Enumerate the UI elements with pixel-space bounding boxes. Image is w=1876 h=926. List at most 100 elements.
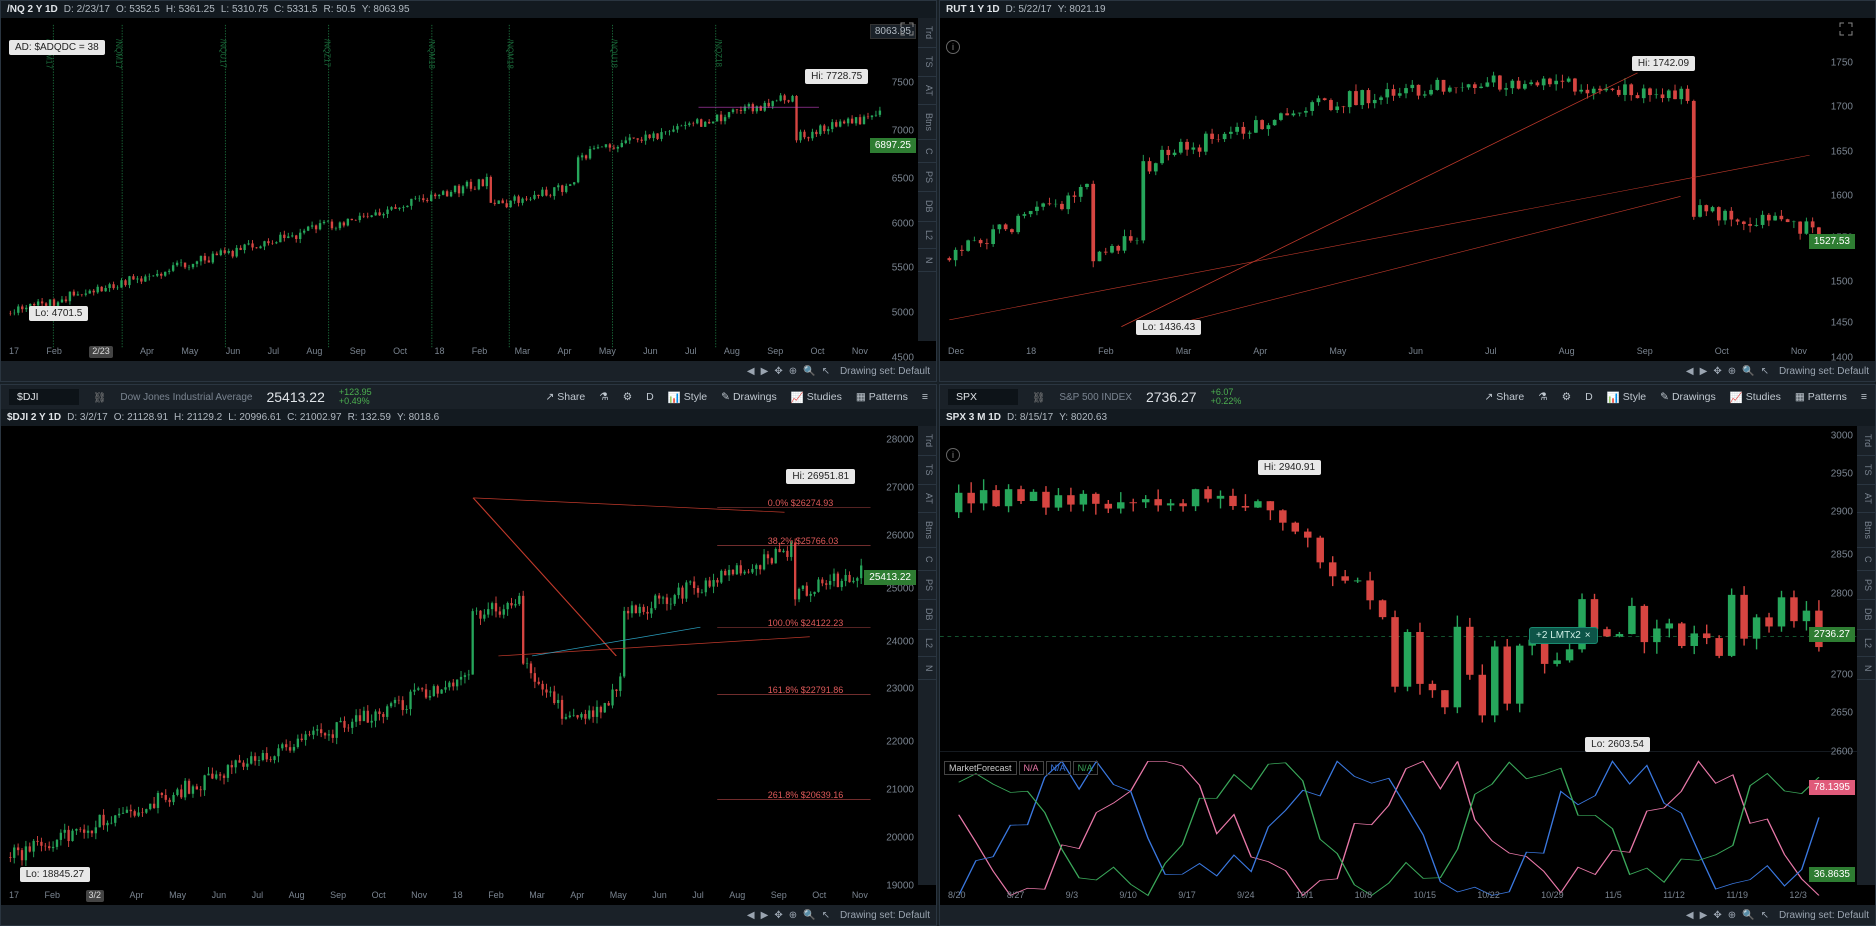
lo-label-spx: Lo: 2603.54: [1585, 737, 1650, 752]
interval-button[interactable]: D: [646, 391, 654, 403]
side-tab-trd[interactable]: Trd: [918, 426, 936, 456]
candles-nq: [1, 18, 936, 361]
side-tab-ps[interactable]: PS: [918, 163, 936, 192]
nav-right-icon[interactable]: ▶: [1700, 366, 1708, 377]
chart-area-nq[interactable]: AD: $ADQDC = 38 750070006500600055005000…: [1, 18, 936, 361]
info-bar-nq: /NQ 2 Y 1D D: 2/23/17 O: 5352.5 H: 5361.…: [1, 1, 936, 18]
share-button[interactable]: ↗Share: [1484, 391, 1524, 403]
current-price-dji: 25413.22: [864, 570, 916, 585]
drawing-set-label[interactable]: Drawing set: Default: [840, 366, 930, 377]
gear-icon[interactable]: ⚙: [623, 391, 632, 403]
cursor-icon[interactable]: ↖: [822, 910, 830, 921]
nav-left-icon[interactable]: ◀: [1686, 910, 1694, 921]
zoom-icon[interactable]: 🔍: [803, 366, 815, 377]
chart-area-rut[interactable]: i 17501700165016001550150014501400 1527.…: [940, 18, 1875, 361]
chart-area-spx[interactable]: i 30002950290028502800275027002650260078…: [940, 426, 1875, 905]
nav-left-icon[interactable]: ◀: [1686, 366, 1694, 377]
zoom-icon[interactable]: 🔍: [1742, 910, 1754, 921]
drawing-set-label[interactable]: Drawing set: Default: [840, 910, 930, 921]
pan-icon[interactable]: ✥: [774, 366, 782, 377]
flask-icon[interactable]: ⚗: [599, 391, 608, 403]
side-tab-n[interactable]: N: [1857, 657, 1875, 681]
cursor-icon[interactable]: ↖: [1761, 910, 1769, 921]
side-tab-c[interactable]: C: [1857, 548, 1875, 572]
patterns-button[interactable]: ▦Patterns: [1795, 391, 1847, 403]
target-icon[interactable]: ⊕: [1728, 910, 1736, 921]
cursor-icon[interactable]: ↖: [822, 366, 830, 377]
side-tab-db[interactable]: DB: [1857, 600, 1875, 630]
nav-left-icon[interactable]: ◀: [747, 366, 755, 377]
panel-dji: $DJI ⛓ Dow Jones Industrial Average 2541…: [0, 384, 937, 926]
side-tab-n[interactable]: N: [918, 249, 936, 273]
patterns-button[interactable]: ▦Patterns: [856, 391, 908, 403]
side-tab-at[interactable]: AT: [918, 485, 936, 513]
symbol-rut: RUT 1 Y 1D: [946, 4, 1000, 15]
drawings-button[interactable]: ✎Drawings: [721, 391, 777, 403]
zoom-icon[interactable]: 🔍: [803, 910, 815, 921]
current-price-spx: 2736.27: [1809, 627, 1855, 642]
side-tab-at[interactable]: AT: [918, 77, 936, 105]
hi-label-spx: Hi: 2940.91: [1258, 460, 1321, 475]
studies-button[interactable]: 📈Studies: [791, 391, 842, 404]
zoom-icon[interactable]: 🔍: [1742, 366, 1754, 377]
link-icon[interactable]: ⛓: [93, 391, 106, 404]
side-tab-trd[interactable]: Trd: [1857, 426, 1875, 456]
side-tab-ts[interactable]: TS: [1857, 456, 1875, 485]
side-tab-trd[interactable]: Trd: [918, 18, 936, 48]
pan-icon[interactable]: ✥: [1713, 366, 1721, 377]
info-icon[interactable]: i: [946, 40, 960, 54]
menu-icon[interactable]: ≡: [922, 391, 928, 403]
order-badge-spx[interactable]: +2 LMTx2 ×: [1529, 627, 1598, 644]
toolbar-spx: SPX ⛓ S&P 500 INDEX 2736.27 +6.07 +0.22%…: [940, 385, 1875, 409]
style-button[interactable]: 📊Style: [1607, 391, 1646, 404]
footer-bar-rut: ◀ ▶ ✥ ⊕ 🔍 ↖ Drawing set: Default: [940, 361, 1875, 381]
expand-icon[interactable]: [900, 22, 914, 36]
share-button[interactable]: ↗Share: [545, 391, 585, 403]
side-tab-c[interactable]: C: [918, 140, 936, 164]
side-tab-btns[interactable]: Btns: [918, 105, 936, 140]
studies-button[interactable]: 📈Studies: [1730, 391, 1781, 404]
side-tab-db[interactable]: DB: [918, 192, 936, 222]
side-tab-l2[interactable]: L2: [1857, 630, 1875, 657]
target-icon[interactable]: ⊕: [789, 366, 797, 377]
chart-area-dji[interactable]: 2800027000260002500024000230002200021000…: [1, 426, 936, 905]
gear-icon[interactable]: ⚙: [1562, 391, 1571, 403]
style-button[interactable]: 📊Style: [668, 391, 707, 404]
side-tab-l2[interactable]: L2: [918, 630, 936, 657]
flask-icon[interactable]: ⚗: [1538, 391, 1547, 403]
nav-right-icon[interactable]: ▶: [1700, 910, 1708, 921]
nav-right-icon[interactable]: ▶: [761, 366, 769, 377]
side-tab-ts[interactable]: TS: [918, 48, 936, 77]
pan-icon[interactable]: ✥: [1713, 910, 1721, 921]
side-tab-db[interactable]: DB: [918, 600, 936, 630]
side-tab-at[interactable]: AT: [1857, 485, 1875, 513]
side-tab-ts[interactable]: TS: [918, 456, 936, 485]
cursor-icon[interactable]: ↖: [1761, 366, 1769, 377]
menu-icon[interactable]: ≡: [1861, 391, 1867, 403]
side-tab-btns[interactable]: Btns: [1857, 513, 1875, 548]
side-tab-btns[interactable]: Btns: [918, 513, 936, 548]
side-tab-ps[interactable]: PS: [918, 571, 936, 600]
symbol-input-spx[interactable]: SPX: [948, 389, 1018, 405]
info-icon[interactable]: i: [946, 448, 960, 462]
pan-icon[interactable]: ✥: [774, 910, 782, 921]
nav-right-icon[interactable]: ▶: [761, 910, 769, 921]
nav-left-icon[interactable]: ◀: [747, 910, 755, 921]
drawings-button[interactable]: ✎Drawings: [1660, 391, 1716, 403]
side-tab-n[interactable]: N: [918, 657, 936, 681]
symbol-input-dji[interactable]: $DJI: [9, 389, 79, 405]
side-tab-l2[interactable]: L2: [918, 222, 936, 249]
drawing-set-label[interactable]: Drawing set: Default: [1779, 910, 1869, 921]
x-axis-nq: 17Feb2/23AprMayJunJulAugSepOct18FebMarAp…: [1, 343, 876, 361]
change-pct-dji: +0.49%: [339, 397, 372, 406]
side-tab-c[interactable]: C: [918, 548, 936, 572]
expand-icon[interactable]: [1839, 22, 1853, 36]
interval-button[interactable]: D: [1585, 391, 1593, 403]
hi-label-rut: Hi: 1742.09: [1632, 56, 1695, 71]
side-tab-ps[interactable]: PS: [1857, 571, 1875, 600]
link-icon[interactable]: ⛓: [1032, 391, 1045, 404]
target-icon[interactable]: ⊕: [789, 910, 797, 921]
close-icon[interactable]: ×: [1585, 630, 1591, 641]
drawing-set-label[interactable]: Drawing set: Default: [1779, 366, 1869, 377]
target-icon[interactable]: ⊕: [1728, 366, 1736, 377]
